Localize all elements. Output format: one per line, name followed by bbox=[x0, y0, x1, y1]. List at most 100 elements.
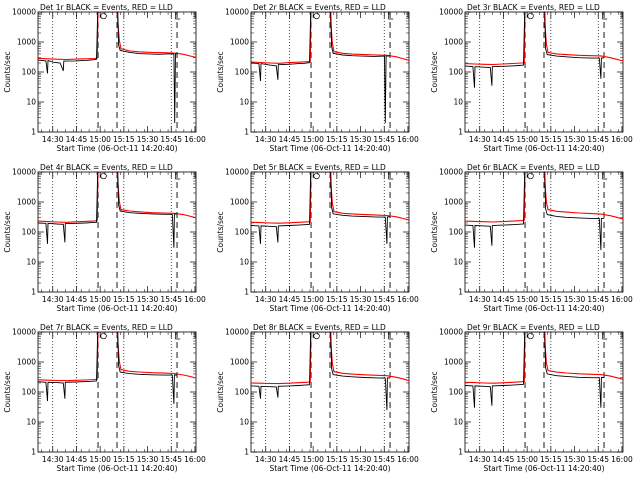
y-tick-label: 1000 bbox=[230, 358, 249, 367]
x-tick-label: 14:30 bbox=[469, 135, 491, 144]
x-tick-label: 14:45 bbox=[66, 135, 88, 144]
y-tick-label: 100 bbox=[449, 388, 464, 397]
y-tick-label: 10000 bbox=[225, 328, 249, 337]
x-tick-label: 14:45 bbox=[493, 455, 515, 464]
x-tick-label: 15:00 bbox=[516, 135, 538, 144]
y-tick-label: 1 bbox=[458, 128, 463, 137]
x-tick-label: 15:15 bbox=[113, 455, 135, 464]
x-axis-label: Start Time (06-Oct-11 14:20:40) bbox=[269, 464, 390, 473]
x-axis-label: Start Time (06-Oct-11 14:20:40) bbox=[56, 464, 177, 473]
x-axis-label: Start Time (06-Oct-11 14:20:40) bbox=[483, 304, 604, 313]
x-tick-label: 15:30 bbox=[564, 295, 586, 304]
y-tick-label: 100 bbox=[22, 68, 37, 77]
circle-marker bbox=[527, 172, 534, 180]
x-axis-label: Start Time (06-Oct-11 14:20:40) bbox=[483, 144, 604, 153]
x-axis-label: Start Time (06-Oct-11 14:20:40) bbox=[269, 144, 390, 153]
x-tick-label: 15:15 bbox=[326, 295, 348, 304]
detector-panel-1: Det 1r BLACK = Events, RED = LLD 1 10 100 10… bbox=[3, 3, 206, 153]
y-tick-label: 1000 bbox=[444, 38, 463, 47]
y-tick-label: 10000 bbox=[12, 328, 36, 337]
x-tick-label: 16:00 bbox=[611, 455, 633, 464]
x-tick-label: 14:45 bbox=[279, 135, 301, 144]
x-tick-label: 15:30 bbox=[137, 455, 159, 464]
detector-panel-8: Det 8r BLACK = Events, RED = LLD 1 10 100 10… bbox=[216, 323, 419, 473]
y-tick-label: 10000 bbox=[439, 168, 463, 177]
x-tick-label: 15:00 bbox=[302, 455, 324, 464]
detector-panel-6: Det 6r BLACK = Events, RED = LLD 1 10 100 10… bbox=[430, 163, 633, 313]
detector-panel-7: Det 7r BLACK = Events, RED = LLD 1 10 100 10… bbox=[3, 323, 206, 473]
y-axis-label: Counts/sec bbox=[3, 211, 12, 252]
y-axis-label: Counts/sec bbox=[430, 371, 439, 412]
series-line-events bbox=[38, 172, 177, 248]
y-axis-label: Counts/sec bbox=[430, 51, 439, 92]
circle-marker bbox=[313, 332, 320, 340]
y-tick-label: 1 bbox=[31, 448, 36, 457]
x-tick-label: 15:00 bbox=[516, 295, 538, 304]
y-tick-label: 100 bbox=[449, 228, 464, 237]
y-tick-label: 100 bbox=[235, 388, 250, 397]
x-tick-label: 15:15 bbox=[540, 135, 562, 144]
x-tick-label: 15:15 bbox=[540, 455, 562, 464]
x-tick-label: 15:15 bbox=[326, 135, 348, 144]
x-axis-label: Start Time (06-Oct-11 14:20:40) bbox=[483, 464, 604, 473]
x-tick-label: 16:00 bbox=[184, 135, 206, 144]
x-tick-label: 16:00 bbox=[397, 135, 419, 144]
y-tick-label: 100 bbox=[235, 228, 250, 237]
x-tick-label: 15:30 bbox=[350, 455, 372, 464]
circle-marker bbox=[100, 12, 107, 20]
x-tick-label: 15:30 bbox=[564, 455, 586, 464]
y-axis-label: Counts/sec bbox=[216, 51, 225, 92]
y-tick-label: 1 bbox=[244, 448, 249, 457]
detector-panel-9: Det 9r BLACK = Events, RED = LLD 1 10 100 10… bbox=[430, 323, 633, 473]
x-tick-label: 15:45 bbox=[373, 135, 395, 144]
x-tick-label: 14:45 bbox=[493, 135, 515, 144]
x-tick-label: 16:00 bbox=[184, 455, 206, 464]
detector-panel-3: Det 3r BLACK = Events, RED = LLD 1 10 100 10… bbox=[430, 3, 633, 153]
x-axis-label: Start Time (06-Oct-11 14:20:40) bbox=[56, 304, 177, 313]
y-axis-label: Counts/sec bbox=[3, 51, 12, 92]
panel-title: Det 7r BLACK = Events, RED = LLD bbox=[40, 323, 173, 332]
panel-title: Det 4r BLACK = Events, RED = LLD bbox=[40, 163, 173, 172]
y-tick-label: 10000 bbox=[12, 8, 36, 17]
x-tick-label: 15:45 bbox=[587, 455, 609, 464]
y-axis-label: Counts/sec bbox=[430, 211, 439, 252]
x-tick-label: 15:45 bbox=[587, 135, 609, 144]
x-tick-label: 16:00 bbox=[397, 295, 419, 304]
y-tick-label: 1000 bbox=[444, 358, 463, 367]
y-tick-label: 10 bbox=[239, 418, 249, 427]
x-tick-label: 14:30 bbox=[42, 135, 64, 144]
y-tick-label: 10 bbox=[239, 98, 249, 107]
x-tick-label: 14:45 bbox=[279, 295, 301, 304]
x-tick-label: 15:30 bbox=[350, 135, 372, 144]
y-tick-label: 1000 bbox=[17, 198, 36, 207]
y-tick-label: 100 bbox=[449, 68, 464, 77]
bracket-marker bbox=[388, 172, 394, 180]
x-tick-label: 14:45 bbox=[66, 295, 88, 304]
x-tick-label: 15:30 bbox=[137, 135, 159, 144]
x-tick-label: 15:45 bbox=[373, 295, 395, 304]
x-axis-label: Start Time (06-Oct-11 14:20:40) bbox=[269, 304, 390, 313]
y-tick-label: 1 bbox=[244, 128, 249, 137]
bracket-marker bbox=[175, 12, 181, 20]
x-tick-label: 16:00 bbox=[397, 455, 419, 464]
x-tick-label: 15:00 bbox=[89, 135, 111, 144]
y-tick-label: 10 bbox=[26, 418, 36, 427]
y-tick-label: 10000 bbox=[225, 168, 249, 177]
detector-panel-5: Det 5r BLACK = Events, RED = LLD 1 10 100 10… bbox=[216, 163, 419, 313]
y-tick-label: 10000 bbox=[439, 328, 463, 337]
y-tick-label: 10 bbox=[453, 418, 463, 427]
y-axis-label: Counts/sec bbox=[3, 371, 12, 412]
bracket-marker bbox=[388, 332, 394, 340]
bracket-marker bbox=[175, 332, 181, 340]
x-tick-label: 16:00 bbox=[611, 295, 633, 304]
x-tick-label: 15:15 bbox=[113, 135, 135, 144]
x-axis-label: Start Time (06-Oct-11 14:20:40) bbox=[56, 144, 177, 153]
series-line-events bbox=[38, 332, 177, 404]
y-tick-label: 100 bbox=[22, 388, 37, 397]
series-line-events bbox=[465, 332, 604, 408]
x-tick-label: 14:45 bbox=[493, 295, 515, 304]
series-line-events bbox=[465, 172, 604, 251]
x-tick-label: 15:30 bbox=[350, 295, 372, 304]
circle-marker bbox=[313, 172, 320, 180]
